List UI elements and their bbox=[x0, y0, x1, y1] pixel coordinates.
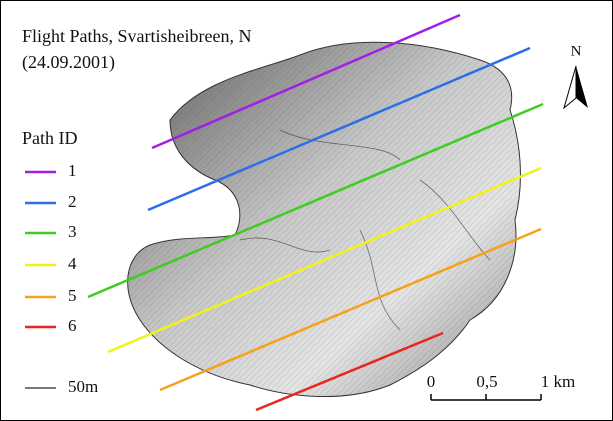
title-line: (24.09.2001) bbox=[22, 52, 115, 73]
map: Flight Paths, Svartisheibreen, N (24.09.… bbox=[0, 0, 613, 421]
legend-label: 50m bbox=[68, 377, 98, 396]
page: {"map": { "title": ["Flight Paths, Svart… bbox=[0, 0, 613, 421]
legend-label: 4 bbox=[68, 254, 77, 273]
legend-label: 2 bbox=[68, 192, 77, 211]
legend-label: 3 bbox=[68, 222, 77, 241]
legend-label: 5 bbox=[68, 286, 77, 305]
legend-label: 1 bbox=[68, 161, 77, 180]
north-label: N bbox=[571, 43, 582, 59]
scale-label: 0,5 bbox=[476, 372, 497, 391]
scale-label: 1 km bbox=[541, 372, 575, 391]
legend-label: 6 bbox=[68, 316, 77, 335]
title-line: Flight Paths, Svartisheibreen, N bbox=[22, 26, 251, 46]
legend-title: Path ID bbox=[22, 128, 78, 148]
scale-label: 0 bbox=[427, 372, 436, 391]
